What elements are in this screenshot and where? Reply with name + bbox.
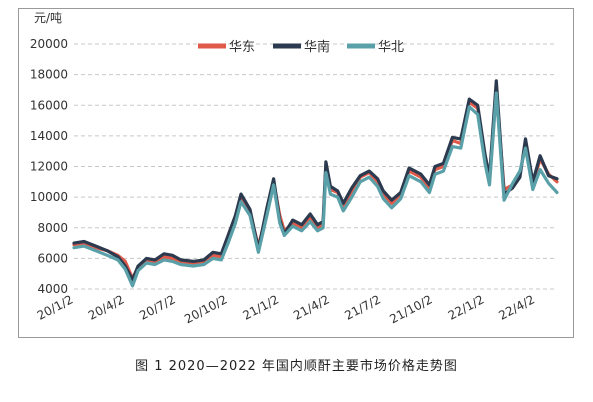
- price-line-chart: 4000 6000 8000 10000 12000 14000 16000 18000 200…: [30, 11, 559, 326]
- y-axis-unit: 元/吨: [34, 11, 62, 25]
- legend-label-1: 华东: [229, 40, 255, 55]
- y-tick-label: 4000: [37, 282, 68, 296]
- legend-label-3: 华北: [378, 40, 404, 55]
- x-tick-label: 21/7/2: [342, 292, 383, 322]
- x-tick-label: 20/10/2: [182, 292, 229, 326]
- y-tick-label: 10000: [30, 190, 68, 204]
- x-tick-label: 21/4/2: [291, 292, 332, 322]
- series-line-1: [72, 88, 559, 280]
- x-tick-label: 22/4/2: [496, 292, 537, 322]
- chart-frame: [18, 8, 574, 338]
- legend-label-2: 华南: [304, 39, 330, 55]
- y-axis-ticks: 4000 6000 8000 10000 12000 14000 16000 18000 200…: [30, 37, 68, 296]
- y-tick-label: 12000: [30, 160, 68, 174]
- series-line-2: [72, 79, 559, 282]
- legend: 华东 华南 华北: [198, 39, 404, 55]
- y-tick-label: 16000: [30, 98, 68, 112]
- x-tick-label: 20/4/2: [86, 292, 127, 322]
- figure-caption: 图 1 2020—2022 年国内顺酐主要市场价格走势图: [135, 359, 458, 374]
- series-lines: [72, 79, 559, 288]
- y-tick-label: 14000: [30, 129, 68, 143]
- y-tick-label: 20000: [30, 37, 68, 51]
- x-tick-label: 21/10/2: [387, 292, 434, 326]
- x-tick-label: 20/7/2: [137, 292, 178, 322]
- x-tick-label: 20/1/2: [35, 292, 76, 322]
- x-tick-label: 21/1/2: [241, 292, 282, 322]
- gridlines: [74, 43, 557, 290]
- series-line-3: [72, 91, 559, 288]
- y-tick-label: 18000: [30, 68, 68, 82]
- y-tick-label: 6000: [37, 251, 68, 265]
- y-tick-label: 8000: [37, 221, 68, 235]
- x-axis-ticks: 20/1/2 20/4/2 20/7/2 20/10/2 21/1/2 21/4/2 21/…: [35, 292, 537, 326]
- x-tick-label: 22/1/2: [446, 292, 487, 322]
